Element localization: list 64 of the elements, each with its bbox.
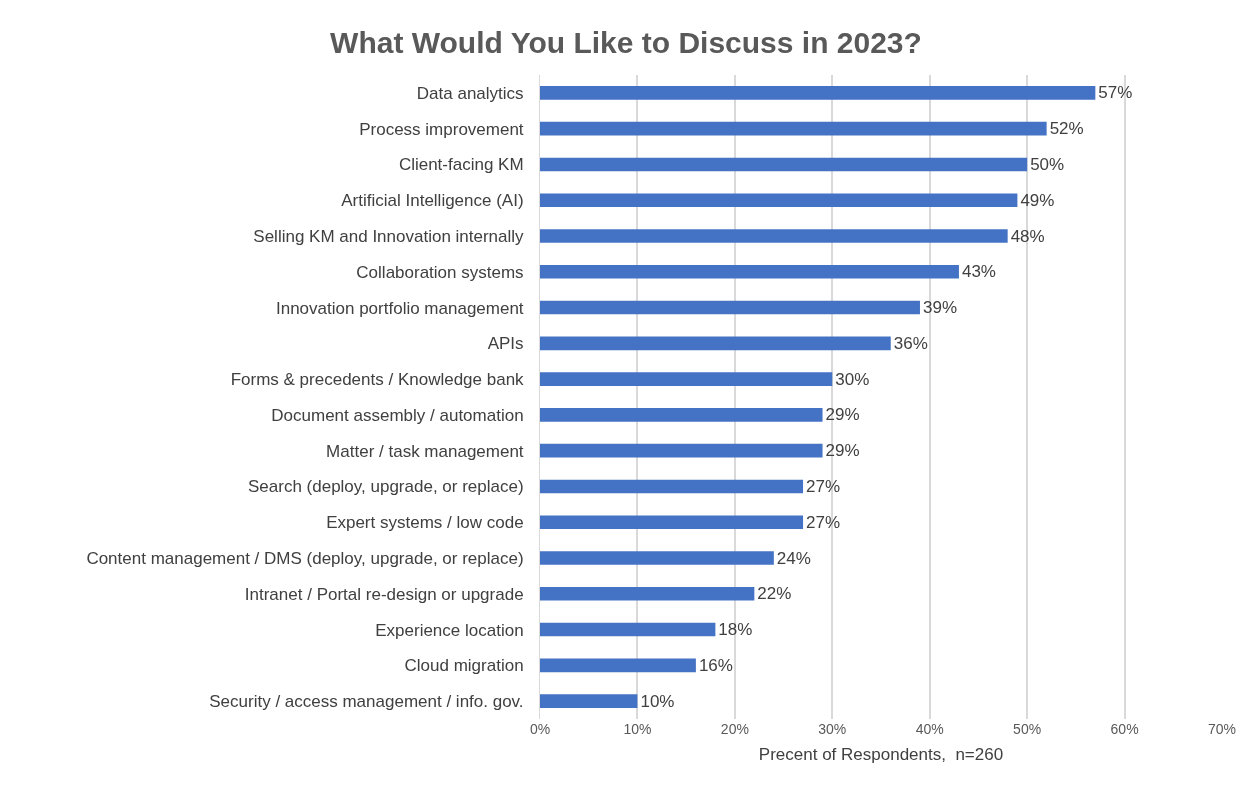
bar — [540, 372, 833, 386]
y-tick-label: Security / access management / info. gov. — [209, 692, 524, 712]
data-label: 49% — [1020, 190, 1055, 210]
y-tick-label: Artificial Intelligence (AI) — [341, 191, 524, 211]
x-axis-title: Precent of Respondents, n=260 — [758, 745, 1004, 765]
y-tick-label: Process improvement — [359, 119, 524, 139]
data-label: 29% — [825, 441, 860, 461]
y-tick-label: Intranet / Portal re-design or upgrade — [244, 584, 524, 604]
y-tick-label: Selling KM and Innovation internally — [253, 226, 525, 246]
data-label: 30% — [835, 369, 870, 389]
x-tick-label: 50% — [1013, 721, 1042, 737]
bar — [540, 586, 755, 601]
y-tick-label: Client-facing KM — [398, 155, 524, 175]
bar — [540, 86, 1096, 100]
bar — [540, 479, 804, 494]
data-label: 27% — [806, 476, 841, 496]
bar — [540, 515, 804, 530]
data-label: 48% — [1010, 226, 1045, 246]
data-label: 36% — [893, 333, 928, 353]
x-tick-label: 10% — [623, 721, 652, 737]
bar — [540, 551, 774, 565]
bar — [540, 443, 823, 458]
y-tick-label: Innovation portfolio management — [275, 298, 524, 318]
data-label: 16% — [698, 655, 733, 675]
y-tick-label: Search (deploy, upgrade, or replace) — [247, 477, 524, 497]
x-tick-label: 30% — [818, 721, 847, 737]
x-tick-label: 0% — [529, 721, 551, 737]
bar — [540, 300, 920, 315]
data-label: 27% — [806, 512, 841, 532]
y-tick-label: Data analytics — [416, 83, 524, 103]
bar — [540, 622, 716, 637]
x-tick-label: 70% — [1207, 721, 1237, 737]
x-tick-label: 20% — [720, 721, 749, 737]
data-label: 10% — [640, 691, 675, 711]
y-tick-label: Document assembly / automation — [271, 405, 524, 425]
y-tick-label: APIs — [487, 334, 524, 354]
data-label: 43% — [961, 262, 996, 282]
data-label: 29% — [825, 405, 860, 425]
y-tick-label: Collaboration systems — [356, 262, 524, 282]
data-label: 50% — [1030, 154, 1065, 174]
bar — [540, 157, 1028, 172]
bar — [540, 336, 891, 351]
y-tick-label: Content management / DMS (deploy, upgrade, or replace) — [86, 548, 524, 568]
y-tick-label: Forms & precedents / Knowledge bank — [230, 370, 525, 390]
data-label: 24% — [776, 548, 811, 568]
x-tick-label: 40% — [915, 721, 944, 737]
y-tick-label: Cloud migration — [404, 656, 524, 676]
data-label: 39% — [922, 298, 957, 318]
y-tick-label: Experience location — [375, 620, 524, 640]
data-label: 22% — [757, 584, 792, 604]
bar — [540, 658, 696, 673]
x-tick-label: 60% — [1110, 721, 1139, 737]
bar — [540, 264, 959, 279]
bar — [540, 694, 638, 708]
data-label: 18% — [718, 620, 753, 640]
y-tick-label: Expert systems / low code — [326, 513, 524, 533]
bar — [540, 121, 1047, 136]
bar — [540, 408, 823, 422]
y-tick-label: Matter / task management — [326, 441, 524, 461]
bar — [540, 229, 1008, 243]
chart-title: What Would You Like to Discuss in 2023? — [330, 25, 922, 59]
data-label: 52% — [1049, 119, 1084, 139]
data-label: 57% — [1098, 83, 1133, 103]
bar — [540, 193, 1018, 208]
